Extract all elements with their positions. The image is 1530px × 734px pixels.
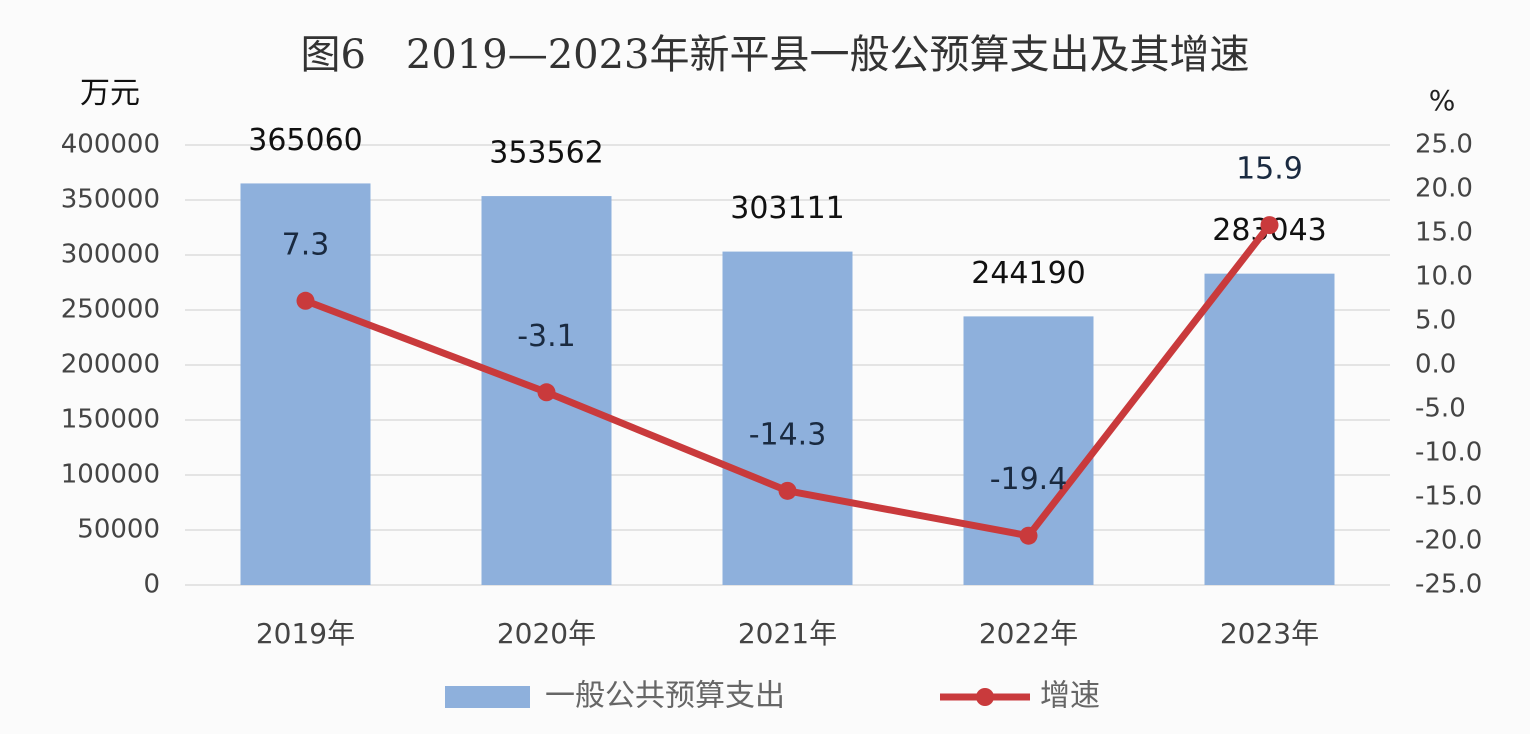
x-tick-label: 2021年 bbox=[738, 617, 837, 650]
bar bbox=[722, 251, 853, 586]
bar-value-label: 353562 bbox=[489, 136, 604, 171]
line-marker bbox=[296, 291, 315, 310]
legend-label: 增速 bbox=[1040, 679, 1100, 714]
legend-swatch bbox=[445, 686, 530, 708]
line-marker bbox=[778, 481, 797, 500]
legend-label: 一般公共预算支出 bbox=[545, 679, 785, 714]
y2-tick-label: 0.0 bbox=[1415, 350, 1456, 380]
bar-value-label: 365060 bbox=[248, 123, 363, 158]
y-tick-label: 200000 bbox=[61, 350, 160, 380]
x-tick-label: 2022年 bbox=[979, 617, 1078, 650]
line-value-label: 7.3 bbox=[282, 227, 330, 262]
y2-tick-label: 15.0 bbox=[1415, 218, 1473, 248]
y2-tick-label: 5.0 bbox=[1415, 306, 1456, 336]
y2-tick-label: 25.0 bbox=[1415, 130, 1473, 160]
legend-swatch-marker bbox=[976, 688, 994, 706]
x-tick-label: 2020年 bbox=[497, 617, 596, 650]
y-tick-label: 50000 bbox=[77, 515, 160, 545]
line-marker bbox=[1019, 526, 1038, 545]
line-marker bbox=[1260, 216, 1279, 235]
y-tick-label: 300000 bbox=[61, 240, 160, 270]
y2-tick-label: 10.0 bbox=[1415, 262, 1473, 292]
y2-tick-label: -5.0 bbox=[1415, 394, 1466, 424]
y2-tick-label: -10.0 bbox=[1415, 438, 1482, 468]
y-tick-label: 100000 bbox=[61, 460, 160, 490]
y2-axis-title: % bbox=[1429, 84, 1456, 117]
x-tick-label: 2023年 bbox=[1220, 617, 1319, 650]
y-tick-label: 250000 bbox=[61, 295, 160, 325]
line-marker bbox=[537, 383, 556, 402]
y2-tick-label: -20.0 bbox=[1415, 526, 1482, 556]
line-value-label: -19.4 bbox=[990, 462, 1068, 497]
bar-value-label: 303111 bbox=[730, 191, 845, 226]
y2-tick-label: -25.0 bbox=[1415, 570, 1482, 600]
y-axis-title: 万元 bbox=[80, 76, 140, 111]
chart-title: 图6 2019—2023年新平县一般公预算支出及其增速 bbox=[300, 32, 1249, 78]
line-value-label: 15.9 bbox=[1236, 152, 1303, 187]
y-tick-label: 400000 bbox=[61, 130, 160, 160]
bar bbox=[240, 183, 371, 585]
bar-value-label: 244190 bbox=[971, 256, 1086, 291]
y-tick-label: 350000 bbox=[61, 185, 160, 215]
x-tick-label: 2019年 bbox=[256, 617, 355, 650]
y-tick-label: 0 bbox=[143, 570, 160, 600]
line-value-label: -3.1 bbox=[517, 319, 576, 354]
y2-tick-label: -15.0 bbox=[1415, 482, 1482, 512]
line-value-label: -14.3 bbox=[749, 417, 827, 452]
bar bbox=[1204, 273, 1335, 585]
y2-tick-label: 20.0 bbox=[1415, 174, 1473, 204]
y-tick-label: 150000 bbox=[61, 405, 160, 435]
